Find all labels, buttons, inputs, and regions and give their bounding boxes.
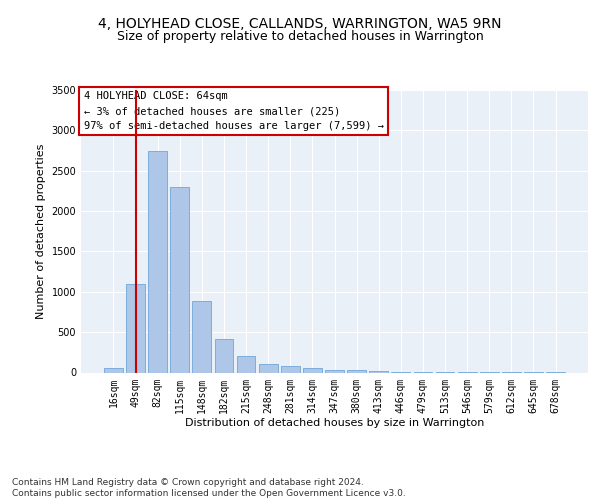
- Bar: [347, 370, 366, 372]
- X-axis label: Distribution of detached houses by size in Warrington: Distribution of detached houses by size …: [185, 418, 484, 428]
- Text: 4 HOLYHEAD CLOSE: 64sqm
← 3% of detached houses are smaller (225)
97% of semi-de: 4 HOLYHEAD CLOSE: 64sqm ← 3% of detached…: [83, 92, 383, 131]
- Bar: [370, 371, 388, 372]
- Y-axis label: Number of detached properties: Number of detached properties: [36, 144, 46, 319]
- Text: Size of property relative to detached houses in Warrington: Size of property relative to detached ho…: [116, 30, 484, 43]
- Bar: [281, 366, 299, 372]
- Bar: [193, 302, 211, 372]
- Bar: [170, 187, 189, 372]
- Bar: [148, 150, 167, 372]
- Bar: [215, 338, 233, 372]
- Bar: [259, 364, 278, 372]
- Text: 4, HOLYHEAD CLOSE, CALLANDS, WARRINGTON, WA5 9RN: 4, HOLYHEAD CLOSE, CALLANDS, WARRINGTON,…: [98, 18, 502, 32]
- Bar: [126, 284, 145, 372]
- Bar: [303, 368, 322, 372]
- Bar: [104, 368, 123, 372]
- Text: Contains HM Land Registry data © Crown copyright and database right 2024.
Contai: Contains HM Land Registry data © Crown c…: [12, 478, 406, 498]
- Bar: [236, 356, 256, 372]
- Bar: [325, 370, 344, 372]
